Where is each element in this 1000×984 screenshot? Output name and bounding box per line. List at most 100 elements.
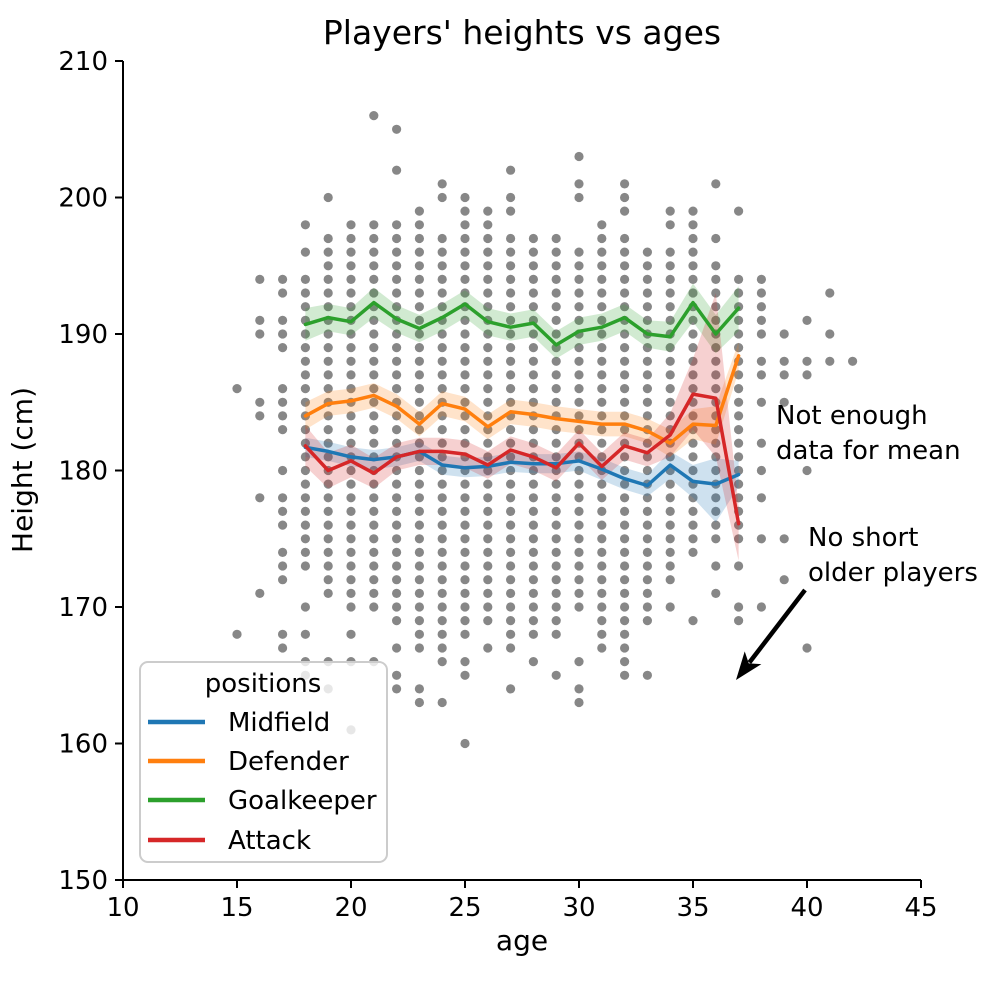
scatter-dot (574, 247, 584, 257)
scatter-dot (551, 397, 561, 407)
scatter-dot (620, 479, 630, 489)
scatter-dot (506, 452, 516, 462)
scatter-dot (369, 506, 379, 516)
scatter-dot (414, 425, 424, 435)
scatter-dot (620, 561, 630, 571)
scatter-dot (688, 233, 698, 244)
scatter-dot (551, 479, 561, 489)
scatter-dot (255, 493, 265, 503)
scatter-dot (506, 575, 516, 585)
scatter-dot (437, 657, 447, 667)
scatter-dot (597, 506, 607, 516)
scatter-dot (574, 479, 584, 489)
scatter-dot (392, 370, 402, 380)
scatter-dot (665, 315, 675, 325)
scatter-dot (597, 534, 607, 544)
scatter-dot (688, 616, 698, 626)
scatter-dot (506, 356, 516, 366)
scatter-dot (437, 288, 447, 298)
scatter-dot (483, 411, 493, 421)
scatter-dot (437, 411, 447, 421)
scatter-dot (483, 206, 493, 216)
scatter-dot (642, 370, 653, 380)
scatter-dot (369, 233, 379, 244)
scatter-dot (323, 274, 333, 284)
scatter-dot (551, 247, 561, 257)
scatter-dot (756, 302, 767, 312)
scatter-dot (506, 397, 516, 407)
scatter-dot (323, 192, 333, 203)
scatter-dot (483, 261, 493, 271)
scatter-dot (551, 329, 561, 339)
scatter-dot (437, 493, 447, 503)
scatter-dot (551, 370, 561, 380)
scatter-dot (620, 493, 630, 503)
scatter-dot (620, 247, 630, 257)
scatter-dot (414, 220, 424, 230)
scatter-dot (437, 302, 447, 312)
scatter-dot (734, 602, 744, 612)
scatter-dot (528, 329, 539, 339)
scatter-dot (574, 465, 584, 476)
scatter-dot (551, 452, 561, 462)
scatter-dot (688, 506, 698, 516)
mean-lines-layer (303, 300, 741, 526)
legend-label-goalkeeper: Goalkeeper (228, 786, 377, 816)
x-tick-label: 35 (676, 893, 709, 923)
scatter-dot (300, 302, 310, 312)
y-tick-label: 180 (58, 457, 108, 487)
scatter-dot (300, 465, 310, 476)
scatter-dot (323, 452, 333, 462)
scatter-dot (825, 288, 835, 298)
scatter-dot (688, 288, 698, 298)
scatter-dot (460, 206, 470, 216)
scatter-dot (756, 438, 767, 448)
scatter-dot (574, 452, 584, 462)
scatter-dot (665, 397, 675, 407)
scatter-dot (711, 315, 721, 325)
scatter-dot (551, 493, 561, 503)
scatter-dot (642, 247, 653, 257)
scatter-dot (642, 315, 653, 325)
scatter-dot (551, 302, 561, 312)
scatter-dot (300, 520, 310, 530)
scatter-dot (392, 302, 402, 312)
scatter-dot (642, 506, 653, 516)
scatter-dot (528, 397, 539, 407)
scatter-dot (392, 356, 402, 366)
scatter-dot (392, 670, 402, 680)
scatter-dot (323, 302, 333, 312)
scatter-dot (665, 547, 675, 558)
scatter-dot (528, 629, 539, 639)
tick-labels-layer: 10 15 20 25 30 35 40 45 150 160 170 180 190 200 210 (58, 47, 937, 923)
scatter-dot (437, 575, 447, 585)
scatter-dot (323, 425, 333, 435)
scatter-dot (620, 534, 630, 544)
scatter-dot (369, 397, 379, 407)
scatter-dot (642, 452, 653, 462)
scatter-dot (437, 616, 447, 626)
scatter-dot (528, 547, 539, 558)
scatter-dot (642, 616, 653, 626)
scatter-dot (597, 247, 607, 257)
scatter-dot (255, 329, 265, 339)
scatter-dot (437, 356, 447, 366)
scatter-dot (688, 247, 698, 257)
scatter-dot (392, 233, 402, 244)
scatter-dot (414, 288, 424, 298)
scatter-dot (734, 384, 744, 394)
scatter-dot (597, 616, 607, 626)
scatter-dot (414, 438, 424, 448)
scatter-dot (551, 425, 561, 435)
scatter-dot (688, 465, 698, 476)
scatter-dot (756, 602, 767, 612)
scatter-dot (414, 684, 424, 694)
scatter-dot (369, 315, 379, 325)
scatter-dot (460, 629, 470, 639)
scatter-dot (369, 247, 379, 257)
scatter-dot (528, 438, 539, 448)
scatter-dot (414, 588, 424, 599)
scatter-dot (711, 425, 721, 435)
scatter-dot (734, 397, 744, 407)
scatter-dot (642, 520, 653, 530)
